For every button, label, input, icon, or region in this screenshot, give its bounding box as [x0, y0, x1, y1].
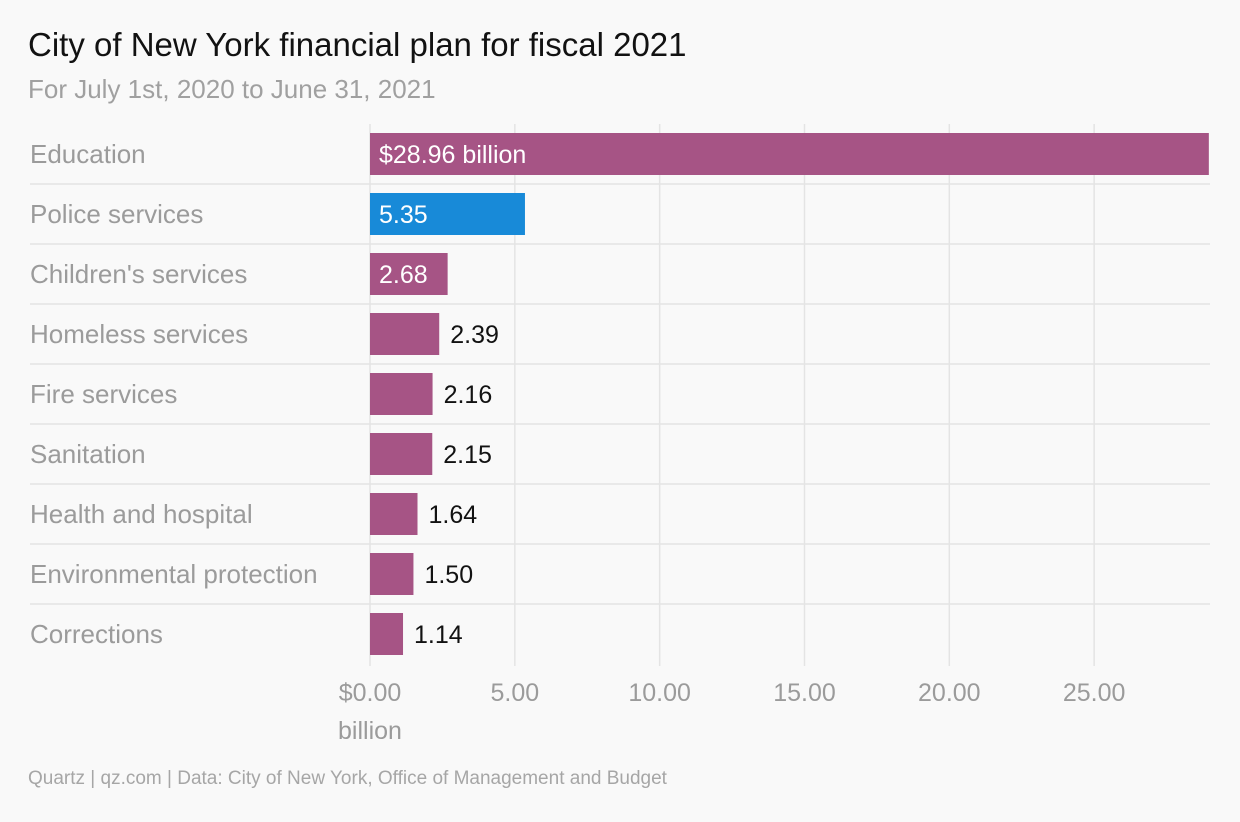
value-label: 1.50	[424, 561, 473, 589]
value-label: 2.68	[379, 261, 428, 289]
category-label: Environmental protection	[30, 559, 318, 589]
chart-subtitle: For July 1st, 2020 to June 31, 2021	[28, 74, 436, 104]
category-label: Health and hospital	[30, 499, 253, 529]
bar	[370, 553, 414, 595]
value-label: $28.96 billion	[379, 141, 526, 169]
x-tick-label: billion	[338, 717, 402, 745]
category-label: Education	[30, 139, 146, 169]
bar	[370, 313, 440, 355]
source-note: Quartz | qz.com | Data: City of New York…	[28, 768, 667, 789]
category-label: Corrections	[30, 619, 163, 649]
bar	[370, 613, 404, 655]
value-label: 5.35	[379, 201, 428, 229]
value-label: 2.16	[444, 381, 493, 409]
bar	[370, 373, 433, 415]
bar	[370, 433, 433, 475]
category-label: Police services	[30, 199, 203, 229]
x-tick-label: 25.00	[1063, 679, 1126, 707]
bar	[370, 133, 1209, 175]
x-tick-label: 20.00	[918, 679, 981, 707]
x-tick-label: 10.00	[628, 679, 691, 707]
value-label: 2.39	[450, 321, 499, 349]
bar	[370, 193, 525, 235]
category-label: Children's services	[30, 259, 247, 289]
x-tick-label: $0.00	[339, 679, 402, 707]
bar	[370, 253, 448, 295]
category-label: Sanitation	[30, 439, 146, 469]
value-label: 1.14	[414, 621, 463, 649]
x-tick-label: 15.00	[773, 679, 836, 707]
x-tick-label: 5.00	[490, 679, 539, 707]
category-label: Homeless services	[30, 319, 248, 349]
value-label: 1.64	[429, 501, 478, 529]
value-label: 2.15	[443, 441, 492, 469]
category-label: Fire services	[30, 379, 177, 409]
chart-title: City of New York financial plan for fisc…	[28, 26, 687, 63]
bar	[370, 493, 418, 535]
